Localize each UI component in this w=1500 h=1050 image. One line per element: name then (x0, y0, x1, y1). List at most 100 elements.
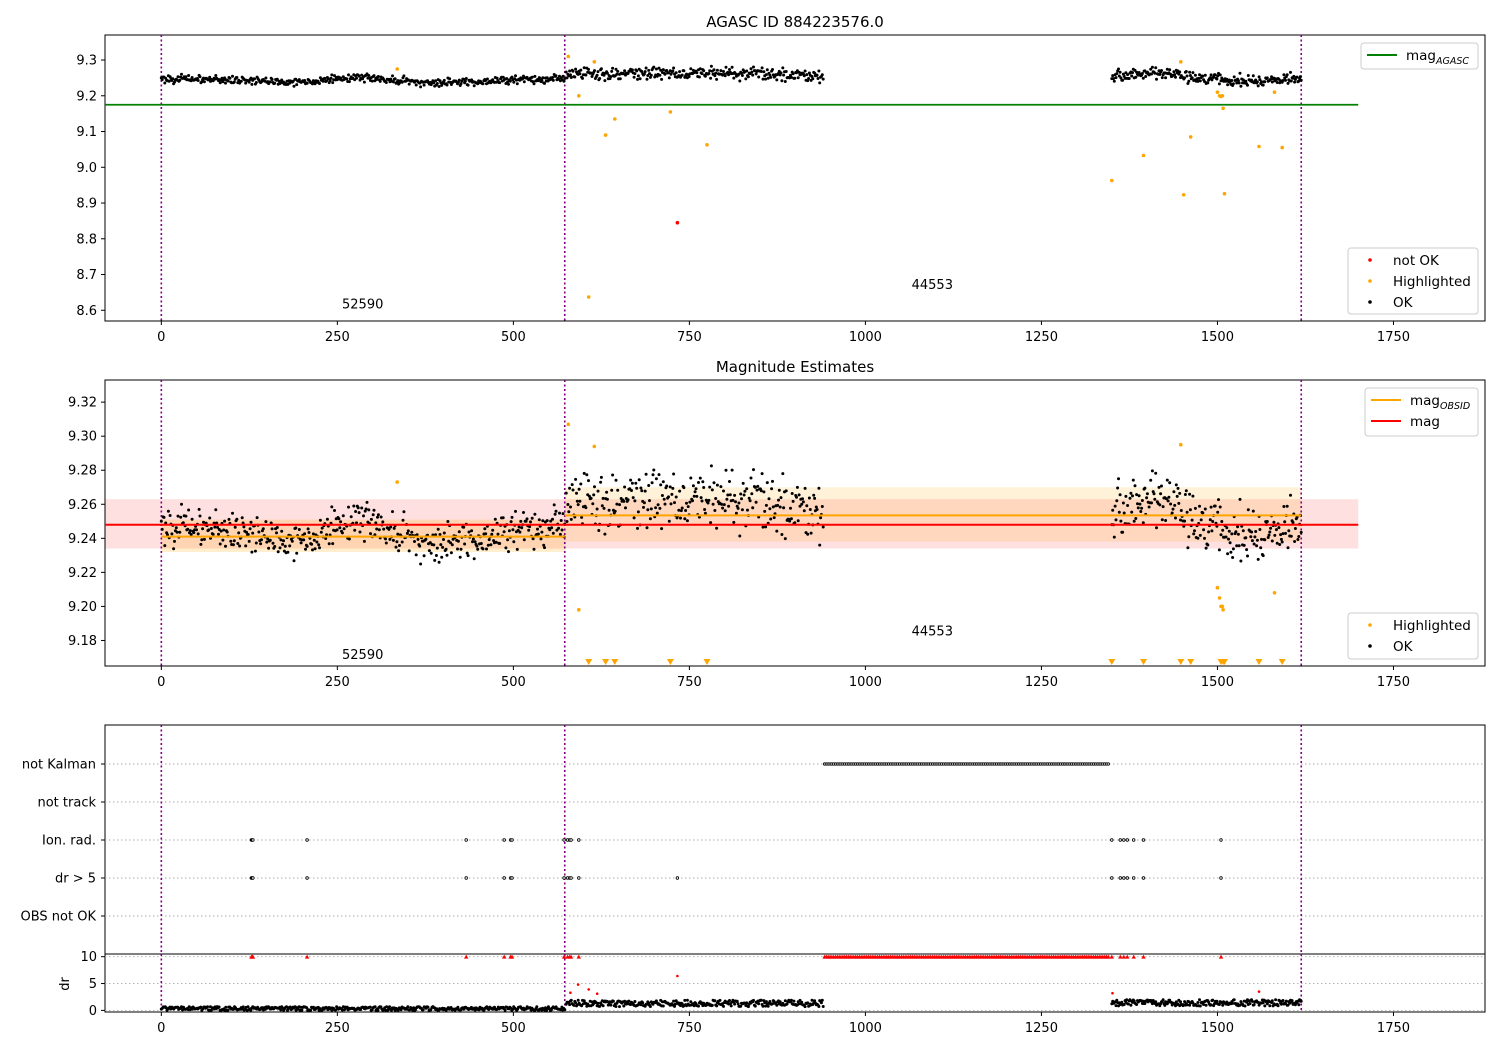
ok-point (805, 504, 809, 508)
ok-point (637, 478, 641, 482)
ok-point (764, 525, 768, 529)
ok-point (807, 496, 811, 500)
ok-point (207, 528, 211, 532)
ok-point (470, 529, 474, 533)
ok-point (564, 491, 568, 495)
ok-point (1237, 81, 1241, 85)
ok-point (1245, 548, 1249, 552)
ok-point (1144, 75, 1148, 78)
ok-point (475, 544, 479, 548)
ok-point (655, 511, 659, 515)
ok-point (279, 538, 283, 542)
ok-point (1263, 80, 1267, 84)
ok-point (187, 74, 191, 77)
ok-point (805, 73, 809, 77)
ok-point (372, 74, 376, 78)
ok-point (803, 69, 807, 73)
ok-point (371, 513, 375, 517)
ok-point (731, 498, 735, 502)
legend-label-subscript: OBSID (1440, 401, 1470, 412)
ok-point (435, 82, 439, 85)
dr-point (376, 1008, 380, 1012)
ok-point (649, 73, 653, 77)
ok-point (533, 512, 537, 516)
ok-point (337, 517, 341, 521)
ok-point (654, 506, 658, 510)
ok-point (457, 530, 461, 534)
dr-point (199, 1005, 203, 1009)
ok-point (311, 548, 314, 552)
dr-point (745, 1001, 749, 1005)
y-tick-label: 9.2 (76, 89, 97, 104)
ok-point (305, 544, 309, 548)
ok-point (400, 540, 404, 544)
dr-point (1161, 998, 1165, 1002)
ok-point (218, 81, 222, 85)
ok-point (184, 75, 188, 79)
dr-point (1252, 1003, 1256, 1007)
ok-point (335, 528, 339, 532)
ok-point (471, 540, 474, 544)
ok-point (761, 525, 765, 529)
flag-point (1131, 876, 1136, 880)
dr-point (1126, 1002, 1130, 1006)
ok-point (402, 74, 406, 78)
ok-point (441, 545, 445, 549)
ok-point (760, 66, 764, 70)
ok-point (395, 540, 399, 544)
ok-point (630, 481, 634, 485)
ok-point (231, 511, 234, 515)
ok-point (507, 529, 511, 533)
obsid-label: 52590 (342, 648, 383, 663)
ok-point (1140, 506, 1144, 510)
ok-point (419, 85, 423, 89)
ok-point (187, 508, 191, 512)
ok-point (519, 519, 523, 523)
ok-point (778, 505, 782, 509)
ok-point (753, 485, 757, 489)
ok-point (1277, 526, 1281, 530)
off-scale-marker (1255, 659, 1263, 665)
ok-point (752, 65, 755, 69)
ok-point (1209, 73, 1213, 77)
ok-point (352, 504, 356, 508)
off-scale-marker (1187, 659, 1195, 665)
ok-point (495, 76, 499, 80)
ok-point (364, 507, 368, 511)
x-tick-label: 1500 (1201, 330, 1234, 345)
highlighted-point (1272, 90, 1277, 94)
ok-point (168, 514, 172, 517)
ok-point (700, 72, 704, 76)
ok-point (357, 74, 361, 78)
flags-axes-frame (104, 724, 1486, 955)
ok-point (1242, 543, 1246, 547)
ok-point (1215, 77, 1219, 81)
ok-point (1226, 552, 1230, 556)
ok-point (746, 75, 750, 79)
ok-point (1227, 537, 1230, 541)
ok-point (459, 547, 463, 551)
ok-point (219, 529, 223, 533)
x-tick-label: 1250 (1025, 1021, 1058, 1036)
ok-point (743, 489, 747, 493)
ok-point (634, 481, 638, 485)
dr-point (1188, 1003, 1192, 1007)
ok-point (1153, 497, 1157, 501)
ok-point (1193, 506, 1197, 510)
flag-category-label: OBS not OK (21, 910, 97, 925)
ok-point (1260, 537, 1263, 541)
ok-point (407, 549, 411, 553)
ok-point (613, 509, 617, 513)
dr-point (1299, 999, 1303, 1003)
ok-point (387, 527, 391, 531)
ok-point (1112, 79, 1116, 83)
ok-point (759, 70, 763, 73)
ok-point (694, 487, 698, 491)
ok-point (820, 73, 824, 77)
off-scale-marker (1278, 659, 1286, 665)
dr-point (1243, 1004, 1247, 1008)
ok-point (707, 498, 711, 502)
ok-point (1218, 505, 1222, 509)
ok-point (432, 81, 436, 85)
ok-point (466, 83, 470, 87)
